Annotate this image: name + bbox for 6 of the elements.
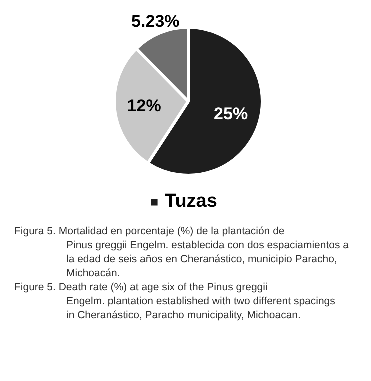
caption: Figure 5. Death rate (%) at age six of the Pinus greggii Engelm. plantation established with two different spacings in Cheranástico, Paracho municipality, Michoacan. (14, 282, 336, 322)
text: Figura 5. Mortalidad en porcentaje (%) de la plantación de Pinus greggii Engelm. establecida con dos espaciamientos a la edad de seis años en Cheranástico, municipio Paracho, Michoacán. (14, 226, 350, 280)
data-label: 5.23% (132, 12, 180, 31)
data-label: 12% (127, 96, 162, 116)
legend-label: Tuzas (165, 191, 218, 213)
data-label: 25% (214, 104, 248, 124)
